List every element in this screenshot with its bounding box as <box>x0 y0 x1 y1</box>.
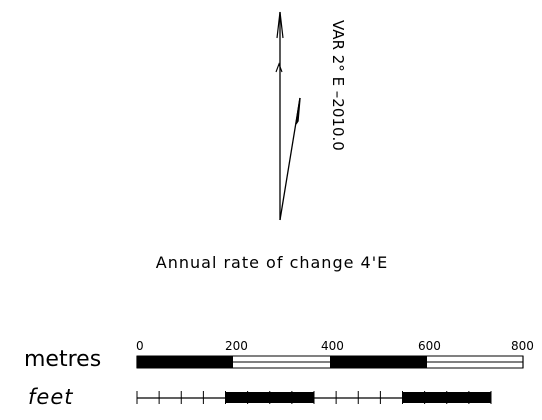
magnetic-north-arrow <box>279 97 301 221</box>
annual-change-label: Annual rate of change 4'E <box>156 253 388 272</box>
metre-tick-label: 0 <box>136 339 144 353</box>
metres-segment-black <box>137 356 233 368</box>
metre-tick-label: 400 <box>321 339 344 353</box>
magnetic-north-arrowhead <box>295 97 301 125</box>
feet-bar <box>136 391 492 404</box>
feet-label: feet <box>28 385 73 409</box>
metres-segment-black <box>330 356 427 368</box>
metre-tick-label: 600 <box>418 339 441 353</box>
north-arrow <box>275 11 284 220</box>
scale-bar: metres feet 0 200 400 600 800 <box>24 339 534 409</box>
true-north-arrowhead <box>276 11 284 39</box>
metre-tick-labels: 0 200 400 600 800 <box>136 339 534 353</box>
feet-ticks <box>136 391 492 404</box>
metres-bar <box>136 355 524 369</box>
metre-tick-label: 200 <box>225 339 248 353</box>
true-north-tick-mark <box>275 62 283 73</box>
declination-label: VAR 2° E –2010.0 <box>329 20 347 151</box>
metre-tick-label: 800 <box>511 339 534 353</box>
metres-label: metres <box>24 347 101 372</box>
